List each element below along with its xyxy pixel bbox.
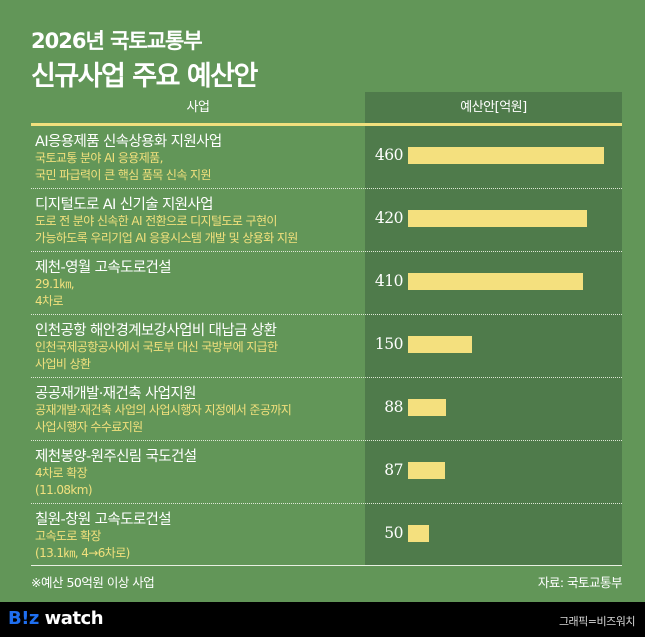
budget-value: 420 <box>374 209 404 227</box>
table-row: 제천-영월 고속도로건설 29.1㎞, 4차로 410 <box>31 252 622 315</box>
budget-bar <box>408 273 583 290</box>
table-bottom-divider <box>31 565 622 566</box>
budget-bar <box>408 399 446 416</box>
table-row: 디지털도로 AI 신기술 지원사업 도로 전 분야 신속한 AI 전환으로 디지… <box>31 189 622 252</box>
budget-value: 460 <box>374 146 404 164</box>
infographic: 2026년 국토교통부 신규사업 주요 예산안 사업 예산안[억원] AI응용제… <box>31 29 623 590</box>
project-desc: 공재개발·재건축 사업의 사업시행자 지정에서 준공까지 사업시행자 수수료지원 <box>35 403 292 434</box>
project-name: 제천-영월 고속도로건설 <box>35 260 172 276</box>
project-desc: 도로 전 분야 신속한 AI 전환으로 디지털도로 구현이 가능하도록 우리기업 … <box>35 214 298 245</box>
bizwatch-logo: B!z watch <box>8 608 104 629</box>
project-name: 공공재개발·재건축 사업지원 <box>35 386 197 402</box>
table-row: 칠원-창원 고속도로건설 고속도로 확장 (13.1㎞, 4→6차로) 50 <box>31 504 622 567</box>
budget-bar <box>408 336 472 353</box>
project-name: 제천봉양-원주신림 국도건설 <box>35 449 197 465</box>
project-name: AI응용제품 신속상용화 지원사업 <box>35 134 222 150</box>
title-line-1: 2026년 국토교통부 <box>31 29 203 53</box>
header-project: 사업 <box>186 100 210 115</box>
row-divider <box>31 251 622 252</box>
title-line-2: 신규사업 주요 예산안 <box>31 61 258 92</box>
budget-column-background <box>365 92 622 566</box>
row-divider <box>31 503 622 504</box>
budget-bar <box>408 525 429 542</box>
project-name: 칠원-창원 고속도로건설 <box>35 512 172 528</box>
budget-value: 150 <box>374 335 404 353</box>
project-desc: 고속도로 확장 (13.1㎞, 4→6차로) <box>35 529 130 560</box>
project-desc: 국토교통 분야 AI 응용제품, 국민 파급력이 큰 핵심 품목 신속 지원 <box>35 151 211 182</box>
table-row: 인천공항 해안경계보강사업비 대납금 상환 인천국제공항공사에서 국토부 대신 … <box>31 315 622 378</box>
budget-bar <box>408 462 445 479</box>
project-desc: 4차로 확장 (11.08km) <box>35 466 93 497</box>
budget-value: 50 <box>384 524 403 542</box>
budget-value: 87 <box>384 461 403 479</box>
row-divider <box>31 314 622 315</box>
graphic-credit: 그래픽=비즈워치 <box>558 615 636 628</box>
project-name: 디지털도로 AI 신기술 지원사업 <box>35 197 214 213</box>
footnote: ※예산 50억원 이상 사업 <box>31 575 155 590</box>
project-desc: 29.1㎞, 4차로 <box>35 277 75 308</box>
row-divider <box>31 188 622 189</box>
budget-bar <box>408 210 587 227</box>
table-row: AI응용제품 신속상용화 지원사업 국토교통 분야 AI 응용제품, 국민 파급력… <box>31 126 622 189</box>
budget-value: 410 <box>374 272 404 290</box>
source-label: 자료: 국토교통부 <box>537 575 623 590</box>
footer-bar: B!z watch 그래픽=비즈워치 <box>0 602 645 637</box>
project-name: 인천공항 해안경계보강사업비 대납금 상환 <box>35 323 277 339</box>
header-budget: 예산안[억원] <box>460 100 527 115</box>
budget-bar <box>408 147 604 164</box>
row-divider <box>31 440 622 441</box>
budget-value: 88 <box>384 398 403 416</box>
project-desc: 인천국제공항공사에서 국토부 대신 국방부에 지급한 사업비 상환 <box>35 340 278 371</box>
row-divider <box>31 377 622 378</box>
header-divider <box>31 123 622 126</box>
table-row: 제천봉양-원주신림 국도건설 4차로 확장 (11.08km) 87 <box>31 441 622 504</box>
table-row: 공공재개발·재건축 사업지원 공재개발·재건축 사업의 사업시행자 지정에서 준… <box>31 378 622 441</box>
